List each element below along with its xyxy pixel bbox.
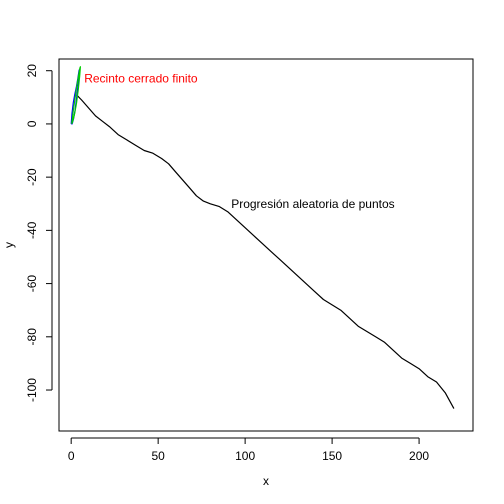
annotation-layer: Recinto cerrado finito Progresión aleator…: [84, 72, 394, 211]
x-tick-label: 0: [68, 449, 75, 463]
plot-frame: [58, 58, 474, 432]
series-layer: [70, 66, 455, 409]
y-tick-label: -60: [25, 275, 39, 293]
x-tick-label: 200: [409, 449, 429, 463]
y-tick-label: -100: [25, 378, 39, 402]
x-axis-title: x: [263, 474, 269, 488]
y-tick-label: 20: [25, 64, 39, 78]
x-tick-label: 50: [151, 449, 165, 463]
series-line-3: [71, 66, 81, 125]
y-tick-label: 0: [25, 120, 39, 127]
y-axis: 20 0 -20 -40 -60 -80 -100: [25, 64, 53, 402]
annotation-1: Recinto cerrado finito: [84, 72, 198, 86]
x-tick-label: 100: [235, 449, 255, 463]
y-tick-label: -20: [25, 168, 39, 186]
y-tick-label: -80: [25, 328, 39, 346]
x-axis: 0 50 100 150 200: [68, 437, 429, 463]
x-tick-label: 150: [322, 449, 342, 463]
series-line-1: [75, 94, 455, 409]
annotation-2: Progresión aleatoria de puntos: [231, 197, 394, 211]
y-tick-label: -40: [25, 221, 39, 239]
y-axis-title: y: [2, 242, 16, 248]
